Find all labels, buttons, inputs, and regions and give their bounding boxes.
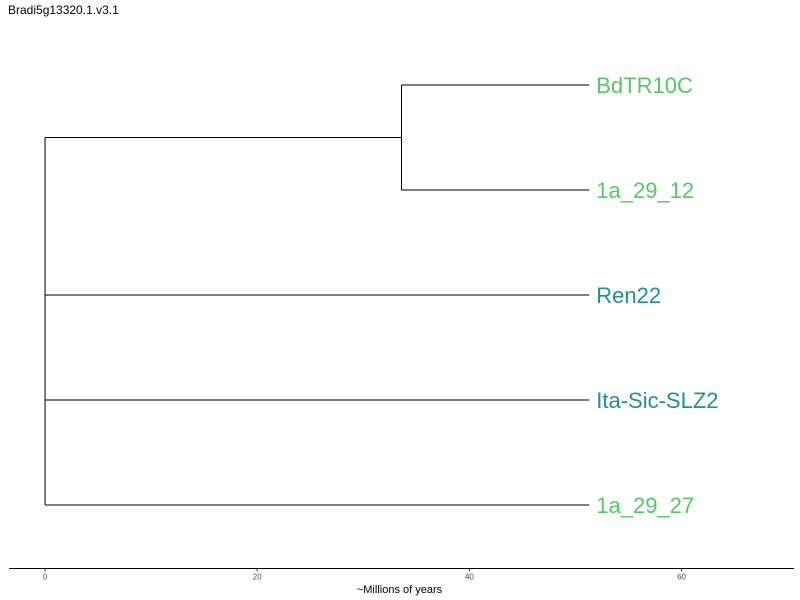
leaf-label: 1a_29_27	[596, 493, 694, 518]
leaf-label: BdTR10C	[596, 73, 693, 98]
axis-tick-label: 60	[677, 573, 686, 582]
branches-group	[44, 84, 590, 506]
leaf-label: 1a_29_12	[596, 178, 694, 203]
axis-tick-label: 0	[43, 573, 48, 582]
axis-ticks: 0 20 40 60	[43, 568, 687, 582]
axis-title: ~Millions of years	[357, 584, 443, 596]
axis-tick-label: 40	[465, 573, 474, 582]
figure-title: Bradi5g13320.1.v3.1	[8, 3, 119, 17]
leaf-label: Ita-Sic-SLZ2	[596, 388, 718, 413]
leaf-label: Ren22	[596, 283, 661, 308]
time-axis: 0 20 40 60 ~Millions of years	[9, 568, 794, 596]
axis-tick-label: 20	[253, 573, 262, 582]
leaf-labels-group: BdTR10C 1a_29_12 Ren22 Ita-Sic-SLZ2 1a_29_27	[596, 73, 718, 518]
